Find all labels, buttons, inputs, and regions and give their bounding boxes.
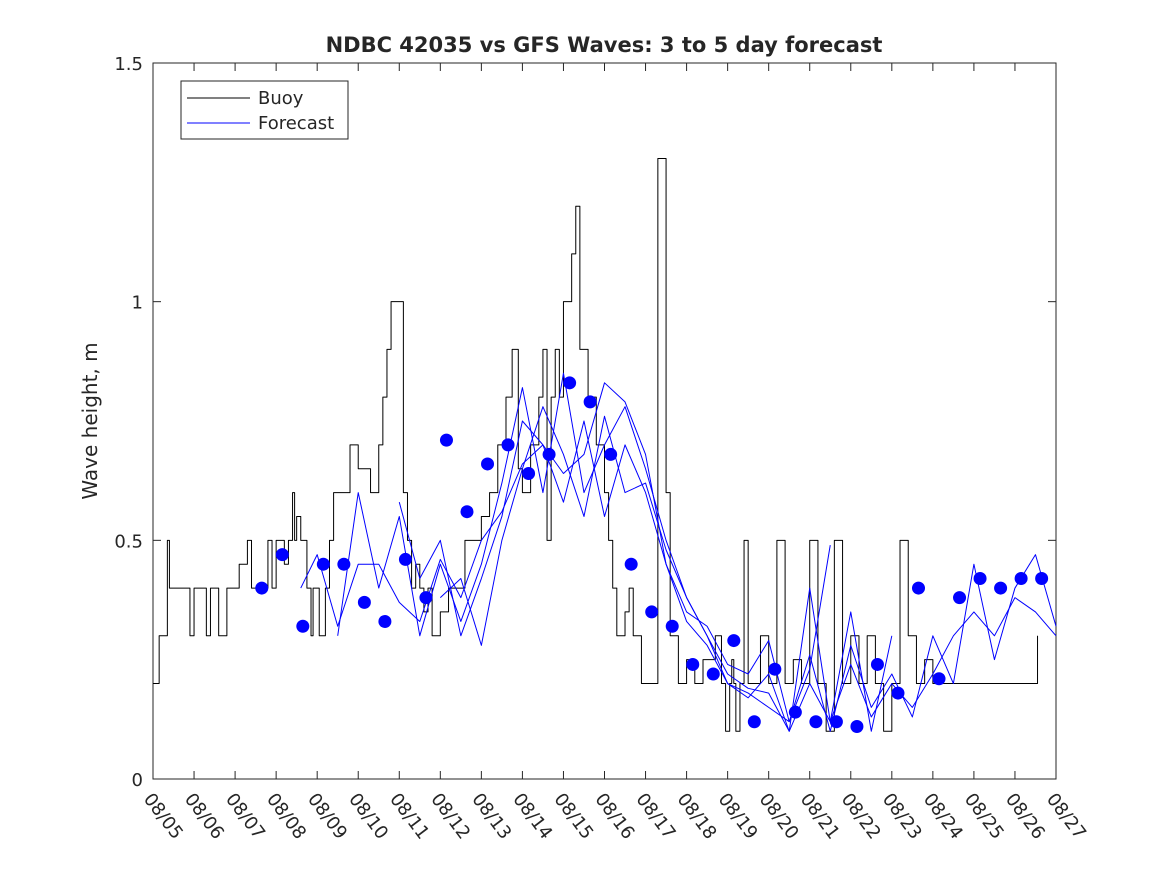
forecast-point <box>296 619 310 633</box>
forecast-series-line-1 <box>300 382 831 723</box>
forecast-point <box>850 719 864 733</box>
forecast-point <box>357 595 371 609</box>
forecast-point <box>583 395 597 409</box>
forecast-point <box>932 672 946 686</box>
forecast-point <box>768 662 782 676</box>
forecast-point <box>686 657 700 671</box>
forecast-point <box>829 715 843 729</box>
forecast-point <box>870 657 884 671</box>
legend-forecast-label: Forecast <box>258 113 334 134</box>
chart-title: NDBC 42035 vs GFS Waves: 3 to 5 day fore… <box>326 33 883 57</box>
y-tick-label: 0.5 <box>114 531 143 552</box>
y-tick-label: 1 <box>132 293 143 314</box>
forecast-point <box>994 581 1008 595</box>
forecast-point <box>706 667 720 681</box>
forecast-point <box>624 557 638 571</box>
forecast-point <box>563 376 577 390</box>
forecast-point <box>501 438 515 452</box>
legend-box <box>180 80 349 140</box>
forecast-point <box>460 505 474 519</box>
forecast-point <box>911 581 925 595</box>
plot-area: 00.511.5 08/0508/0608/0708/0808/0908/100… <box>114 54 1090 843</box>
forecast-point <box>481 457 495 471</box>
forecast-point <box>973 572 987 586</box>
forecast-series-line-3 <box>398 420 1057 732</box>
forecast-point <box>542 447 556 461</box>
forecast-point <box>439 433 453 447</box>
forecast-point <box>275 548 289 562</box>
forecast-point <box>788 705 802 719</box>
forecast-point <box>337 557 351 571</box>
legend: Buoy Forecast <box>180 80 349 140</box>
y-axis-ticks: 0 0.5 1 1.5 <box>114 54 1056 791</box>
forecast-series-line-4 <box>439 406 1057 732</box>
forecast-point <box>809 715 823 729</box>
forecast-point <box>1035 572 1049 586</box>
y-tick-label: 0 <box>132 770 143 791</box>
y-axis-label: Wave height, m <box>78 342 102 499</box>
forecast-point <box>891 686 905 700</box>
forecast-point <box>316 557 330 571</box>
legend-buoy-label: Buoy <box>258 88 304 109</box>
marker-layer <box>255 376 1049 733</box>
series-layer <box>153 157 1057 732</box>
forecast-point <box>1014 572 1028 586</box>
forecast-point <box>727 634 741 648</box>
forecast-point <box>747 715 761 729</box>
axes-box <box>152 62 1057 780</box>
forecast-point <box>953 591 967 605</box>
forecast-point <box>255 581 269 595</box>
y-tick-label: 1.5 <box>114 54 143 75</box>
forecast-point <box>665 619 679 633</box>
forecast-point <box>419 591 433 605</box>
forecast-point <box>645 605 659 619</box>
buoy-series-line <box>153 157 1039 732</box>
forecast-point <box>604 447 618 461</box>
forecast-point <box>398 552 412 566</box>
forecast-point <box>522 467 536 481</box>
forecast-point <box>378 614 392 628</box>
